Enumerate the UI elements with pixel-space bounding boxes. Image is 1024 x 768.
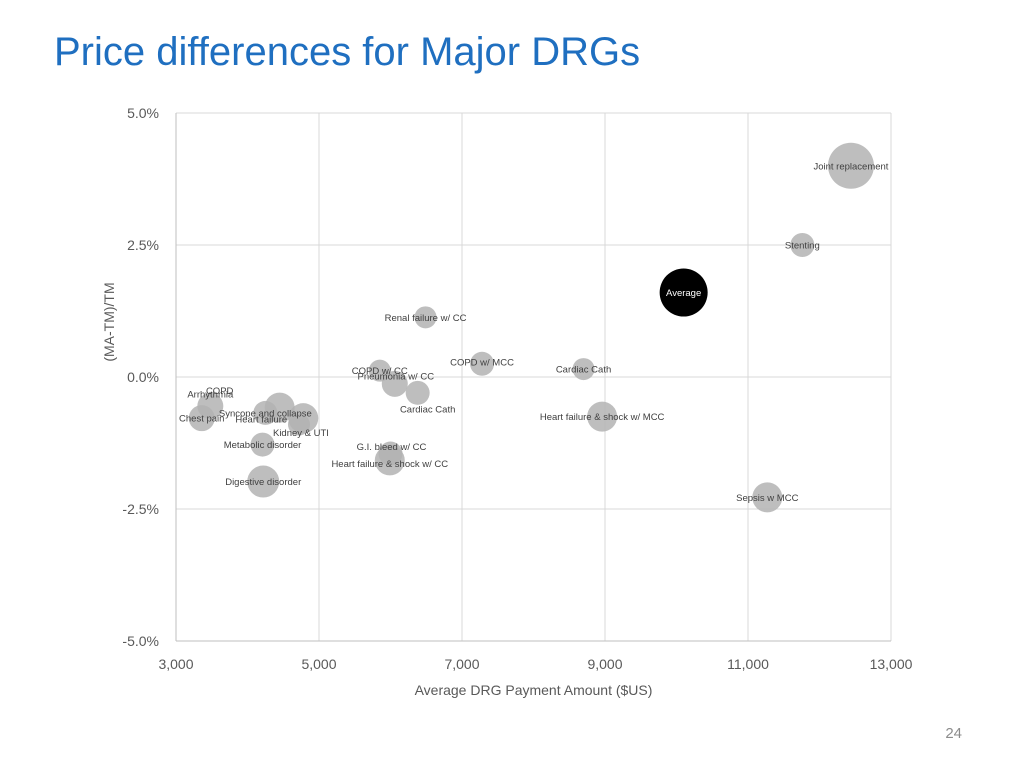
x-tick-label: 9,000 [587, 656, 622, 672]
data-label: Digestive disorder [225, 477, 301, 488]
data-label: Heart failure & shock w/ MCC [540, 412, 665, 423]
y-tick-label: -2.5% [122, 501, 159, 517]
data-label: Syncope and collapse [219, 408, 312, 419]
y-tick-label: -5.0% [122, 633, 159, 649]
y-tick-label: 5.0% [127, 105, 159, 121]
data-label: Cardiac Cath [400, 404, 455, 415]
data-label: Heart failure [235, 415, 287, 426]
y-tick-label: 2.5% [127, 237, 159, 253]
data-label: Joint replacement [813, 161, 888, 172]
data-bubble [752, 482, 783, 513]
data-label: G.I. bleed w/ CC [357, 442, 427, 453]
page-title: Price differences for Major DRGs [54, 30, 641, 74]
data-bubble [659, 268, 708, 317]
data-label: COPD w/ MCC [450, 357, 514, 368]
data-bubble [188, 405, 215, 432]
data-label: Stenting [785, 241, 820, 252]
data-bubble [250, 432, 275, 457]
data-label: Heart failure & shock w/ CC [331, 459, 448, 470]
data-label: Sepsis w MCC [736, 493, 798, 504]
x-tick-label: 11,000 [727, 656, 769, 672]
page-number: 24 [945, 725, 962, 742]
data-bubble [381, 370, 408, 397]
x-tick-label: 13,000 [870, 656, 913, 672]
x-tick-label: 7,000 [444, 656, 479, 672]
data-bubble [247, 465, 280, 498]
data-label: Pneumonia w/ CC [358, 371, 435, 382]
data-label: Cardiac Cath [556, 365, 611, 376]
data-label: Metabolic disorder [224, 440, 302, 451]
data-bubble [587, 401, 618, 432]
data-bubble [405, 380, 430, 405]
x-tick-label: 3,000 [158, 656, 193, 672]
data-label: Kidney & UTI [273, 428, 329, 439]
y-axis-title: (MA-TM)/TM [101, 282, 117, 361]
data-bubble [572, 358, 595, 381]
data-bubble [790, 233, 815, 257]
data-label: Average [666, 288, 701, 299]
data-bubble [374, 445, 405, 476]
data-label: COPD w/ CC [352, 366, 408, 377]
data-label: Renal failure w/ CC [385, 313, 467, 324]
data-bubble [414, 306, 437, 329]
x-tick-label: 5,000 [301, 656, 336, 672]
data-label: Chest pain [179, 414, 224, 425]
data-bubble [470, 351, 495, 376]
data-bubble [253, 400, 278, 425]
data-label: Arrhythmia [187, 390, 234, 401]
x-axis-title: Average DRG Payment Amount ($US) [415, 682, 653, 698]
data-label: COPD [206, 386, 234, 397]
y-tick-label: 0.0% [127, 369, 159, 385]
data-bubble [827, 142, 874, 189]
data-bubble [287, 413, 310, 436]
